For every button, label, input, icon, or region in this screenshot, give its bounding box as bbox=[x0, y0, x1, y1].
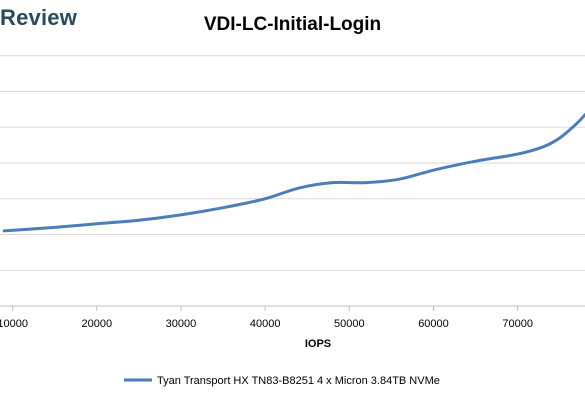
brand-logo-text: Review bbox=[0, 5, 78, 30]
x-axis-label: IOPS bbox=[305, 338, 331, 350]
series-line-0 bbox=[2, 113, 585, 233]
x-tick-label-4: 50000 bbox=[334, 318, 365, 330]
x-tick-label-0: 10000 bbox=[0, 318, 28, 330]
legend-label-0: Tyan Transport HX TN83-B8251 4 x Micron … bbox=[157, 375, 440, 387]
chart-title: VDI-LC-Initial-Login bbox=[203, 14, 382, 35]
x-tick-label-3: 40000 bbox=[250, 318, 281, 330]
x-tick-label-2: 30000 bbox=[166, 318, 197, 330]
x-tick-label-1: 20000 bbox=[82, 318, 113, 330]
x-tick-label-5: 60000 bbox=[418, 318, 449, 330]
x-tick-label-6: 70000 bbox=[502, 318, 533, 330]
